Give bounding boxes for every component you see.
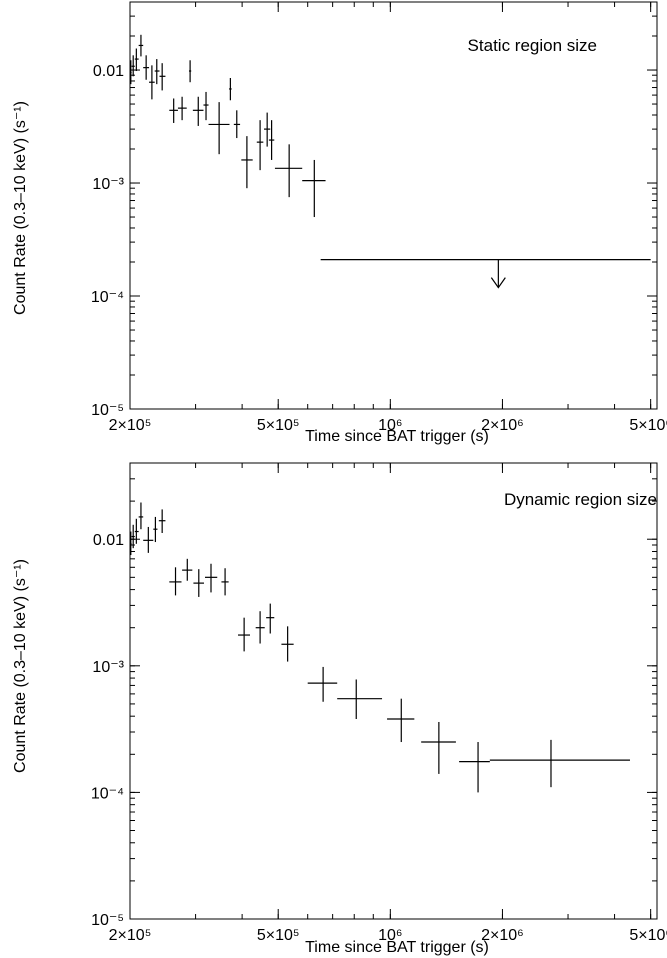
data-point [188,60,192,83]
data-point [229,78,232,101]
x-tick-label: 2×10⁶ [481,927,524,944]
upper-limit-arrow-head [490,277,506,289]
panel-annotation: Static region size [468,36,597,55]
plot-frame [129,462,658,920]
y-axis-label: Count Rate (0.3–10 keV) (s⁻¹) [12,559,29,773]
data-point [169,98,178,123]
x-tick-label: 5×10⁶ [629,417,667,434]
x-tick-label: 2×10⁵ [109,927,152,944]
static-region-panel: Static region size Time since BAT trigge… [12,1,667,445]
x-axis-label: Time since BAT trigger (s) [305,428,489,445]
y-tick-label: 10⁻⁴ [91,289,124,306]
data-point [193,569,204,597]
x-tick-label: 10⁶ [378,927,402,944]
data-point [233,110,241,139]
data-point [130,60,132,85]
data-point [241,136,253,189]
data-point [143,55,150,80]
data-point [337,679,383,720]
data-point [387,698,415,743]
data-point [255,611,265,644]
y-tick-label: 10⁻⁴ [91,785,124,802]
data-point [489,739,630,788]
data-point [274,144,303,198]
x-tick-label: 5×10⁵ [257,417,300,434]
data-point [203,91,209,121]
data-point [134,518,139,544]
y-axis-label: Count Rate (0.3–10 keV) (s⁻¹) [12,101,29,315]
dynamic-region-panel: Dynamic region size Time since BAT trigg… [12,462,667,956]
data-point [138,502,144,530]
data-point [131,55,135,77]
x-tick-label: 2×10⁵ [109,417,152,434]
data-point [149,65,155,100]
data-point [130,531,132,556]
data-point [256,120,264,171]
data-point [307,666,338,702]
data-point [421,721,456,774]
upper-limit [320,259,651,289]
x-axis-label: Time since BAT trigger (s) [305,939,489,956]
y-tick-label: 10⁻³ [92,659,124,676]
y-tick-label: 10⁻³ [92,176,124,193]
data-point [238,617,251,652]
data-point [154,59,160,85]
data-point [182,558,193,581]
data-point [158,509,166,533]
data-point [169,567,182,596]
x-tick-label: 5×10⁵ [257,927,300,944]
data-point [459,742,490,793]
data-point [138,34,144,57]
x-tick-label: 5×10⁶ [629,927,667,944]
data-point [153,516,158,543]
data-point [131,524,135,549]
data-point [192,96,204,126]
panel-annotation: Dynamic region size [504,490,657,509]
x-tick-label: 10⁶ [378,417,402,434]
data-point [143,526,154,553]
plot-frame [129,1,658,410]
y-tick-label: 10⁻⁵ [91,402,124,419]
data-point [134,48,139,72]
data-point [264,112,271,147]
data-point [268,120,275,160]
data-point [159,63,166,91]
data-point [221,568,229,596]
y-tick-label: 0.01 [93,532,124,549]
data-point [302,159,326,218]
data-point [208,102,230,155]
data-point [205,563,218,593]
data-point [266,603,275,634]
x-tick-label: 2×10⁶ [481,417,524,434]
y-tick-label: 10⁻⁵ [91,912,124,929]
data-point [177,96,187,121]
data-point [281,626,294,662]
y-tick-label: 0.01 [93,63,124,80]
